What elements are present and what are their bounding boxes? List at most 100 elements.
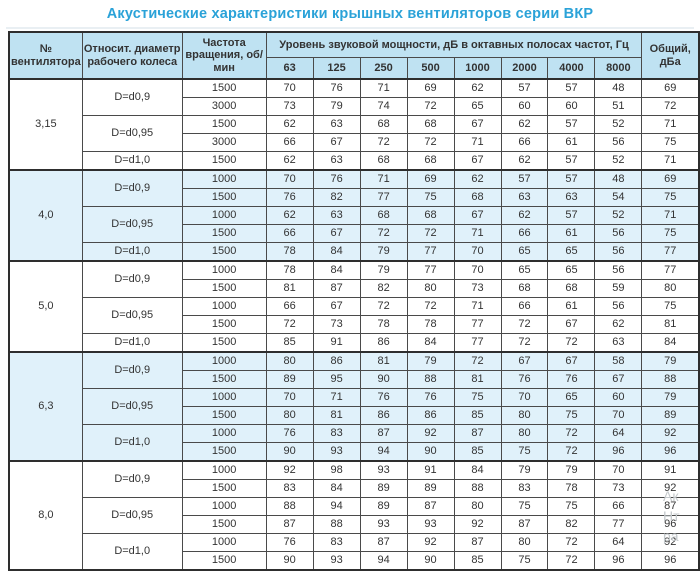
level-cell: 83 bbox=[500, 479, 549, 498]
level-cell: 63 bbox=[312, 151, 361, 171]
diameter-cell: D=d1,0 bbox=[81, 242, 183, 262]
level-cell: 62 bbox=[265, 206, 314, 225]
total-cell: 96 bbox=[641, 515, 700, 534]
level-cell: 76 bbox=[265, 188, 314, 207]
rpm-cell: 1500 bbox=[181, 479, 267, 498]
total-cell: 92 bbox=[641, 479, 700, 498]
level-cell: 52 bbox=[594, 206, 643, 225]
level-cell: 57 bbox=[547, 151, 596, 171]
level-cell: 68 bbox=[359, 115, 408, 134]
level-cell: 57 bbox=[547, 169, 596, 189]
level-cell: 82 bbox=[312, 188, 361, 207]
level-cell: 67 bbox=[547, 315, 596, 334]
level-cell: 66 bbox=[265, 224, 314, 243]
table-row: D=d0,95 1000 62 63 68 68 67 62 57 52 71 bbox=[9, 206, 700, 243]
rpm-cell: 1000 bbox=[181, 533, 267, 552]
table-row: D=d1,0 1500 85 91 86 84 77 72 72 63 84 bbox=[9, 333, 700, 353]
level-cell: 77 bbox=[406, 242, 455, 262]
header-rpm: Частота вращения, об/мин bbox=[181, 31, 267, 80]
level-cell: 84 bbox=[406, 333, 455, 353]
level-cell: 68 bbox=[500, 279, 549, 298]
total-cell: 92 bbox=[641, 533, 700, 552]
rpm-cell: 1500 bbox=[181, 515, 267, 534]
level-cell: 67 bbox=[312, 224, 361, 243]
level-cell: 84 bbox=[312, 479, 361, 498]
total-cell: 79 bbox=[641, 351, 700, 371]
level-cell: 82 bbox=[359, 279, 408, 298]
level-cell: 75 bbox=[500, 551, 549, 571]
level-cell: 65 bbox=[547, 388, 596, 407]
total-cell: 87 bbox=[641, 497, 700, 516]
level-cell: 81 bbox=[265, 279, 314, 298]
total-cell: 71 bbox=[641, 151, 700, 171]
level-cell: 63 bbox=[312, 115, 361, 134]
level-cell: 73 bbox=[594, 479, 643, 498]
level-cell: 67 bbox=[453, 206, 502, 225]
level-cell: 56 bbox=[594, 297, 643, 316]
table-row: D=d1,0 1000 76 83 87 92 87 80 72 64 92 bbox=[9, 424, 700, 462]
level-cell: 79 bbox=[312, 97, 361, 116]
table-row: 8,0 D=d0,9 1000 92 98 93 91 84 79 79 70 91 bbox=[8, 460, 700, 571]
diameter-cell: D=d0,95 bbox=[81, 206, 183, 243]
level-cell: 57 bbox=[500, 169, 549, 189]
level-cell: 48 bbox=[594, 78, 643, 98]
level-cell: 60 bbox=[500, 97, 549, 116]
total-cell: 75 bbox=[641, 188, 700, 207]
diameter-cell: D=d1,0 bbox=[81, 533, 183, 571]
level-cell: 75 bbox=[500, 442, 549, 462]
total-cell: 69 bbox=[641, 169, 700, 189]
table-row: 4,0 D=d0,9 1000 70 76 71 69 62 57 57 48 69 bbox=[8, 169, 700, 262]
level-cell: 57 bbox=[547, 206, 596, 225]
level-cell: 62 bbox=[500, 206, 549, 225]
level-cell: 87 bbox=[453, 424, 502, 443]
level-cell: 59 bbox=[594, 279, 643, 298]
level-cell: 80 bbox=[406, 279, 455, 298]
acoustics-table: № вентилятора Относит. диаметр рабочего … bbox=[8, 31, 700, 571]
level-cell: 48 bbox=[594, 169, 643, 189]
level-cell: 72 bbox=[547, 442, 596, 462]
diameter-cell: D=d0,95 bbox=[81, 497, 183, 534]
table-row: 1500 87 88 93 93 92 87 82 77 96 bbox=[9, 515, 700, 534]
level-cell: 76 bbox=[500, 370, 549, 389]
rpm-cell: 1500 bbox=[181, 151, 267, 171]
level-cell: 78 bbox=[359, 315, 408, 334]
level-cell: 63 bbox=[547, 188, 596, 207]
level-cell: 71 bbox=[453, 297, 502, 316]
level-cell: 60 bbox=[547, 97, 596, 116]
table-header: № вентилятора Относит. диаметр рабочего … bbox=[8, 31, 700, 80]
level-cell: 68 bbox=[406, 151, 455, 171]
header-fan: № вентилятора bbox=[8, 31, 83, 80]
header-freq-125: 125 bbox=[312, 57, 361, 80]
fan-cell: 6,3 bbox=[8, 351, 83, 462]
level-cell: 61 bbox=[547, 224, 596, 243]
level-cell: 85 bbox=[453, 551, 502, 571]
level-cell: 70 bbox=[265, 388, 314, 407]
level-cell: 75 bbox=[406, 188, 455, 207]
level-cell: 52 bbox=[594, 151, 643, 171]
level-cell: 65 bbox=[453, 97, 502, 116]
level-cell: 72 bbox=[547, 551, 596, 571]
level-cell: 90 bbox=[265, 551, 314, 571]
level-cell: 76 bbox=[312, 78, 361, 98]
level-cell: 80 bbox=[265, 406, 314, 425]
level-cell: 68 bbox=[359, 206, 408, 225]
level-cell: 64 bbox=[594, 533, 643, 552]
level-cell: 77 bbox=[359, 188, 408, 207]
rpm-cell: 1000 bbox=[181, 497, 267, 516]
diameter-cell: D=d0,9 bbox=[81, 260, 183, 298]
total-cell: 71 bbox=[641, 206, 700, 225]
level-cell: 57 bbox=[547, 78, 596, 98]
level-cell: 87 bbox=[312, 279, 361, 298]
level-cell: 96 bbox=[594, 551, 643, 571]
level-cell: 83 bbox=[265, 479, 314, 498]
level-cell: 69 bbox=[406, 78, 455, 98]
level-cell: 79 bbox=[547, 460, 596, 480]
level-cell: 57 bbox=[547, 115, 596, 134]
level-cell: 85 bbox=[453, 442, 502, 462]
level-cell: 63 bbox=[312, 206, 361, 225]
diameter-cell: D=d1,0 bbox=[81, 151, 183, 171]
level-cell: 75 bbox=[453, 388, 502, 407]
rpm-cell: 1000 bbox=[181, 206, 267, 225]
level-cell: 62 bbox=[453, 78, 502, 98]
level-cell: 70 bbox=[265, 78, 314, 98]
